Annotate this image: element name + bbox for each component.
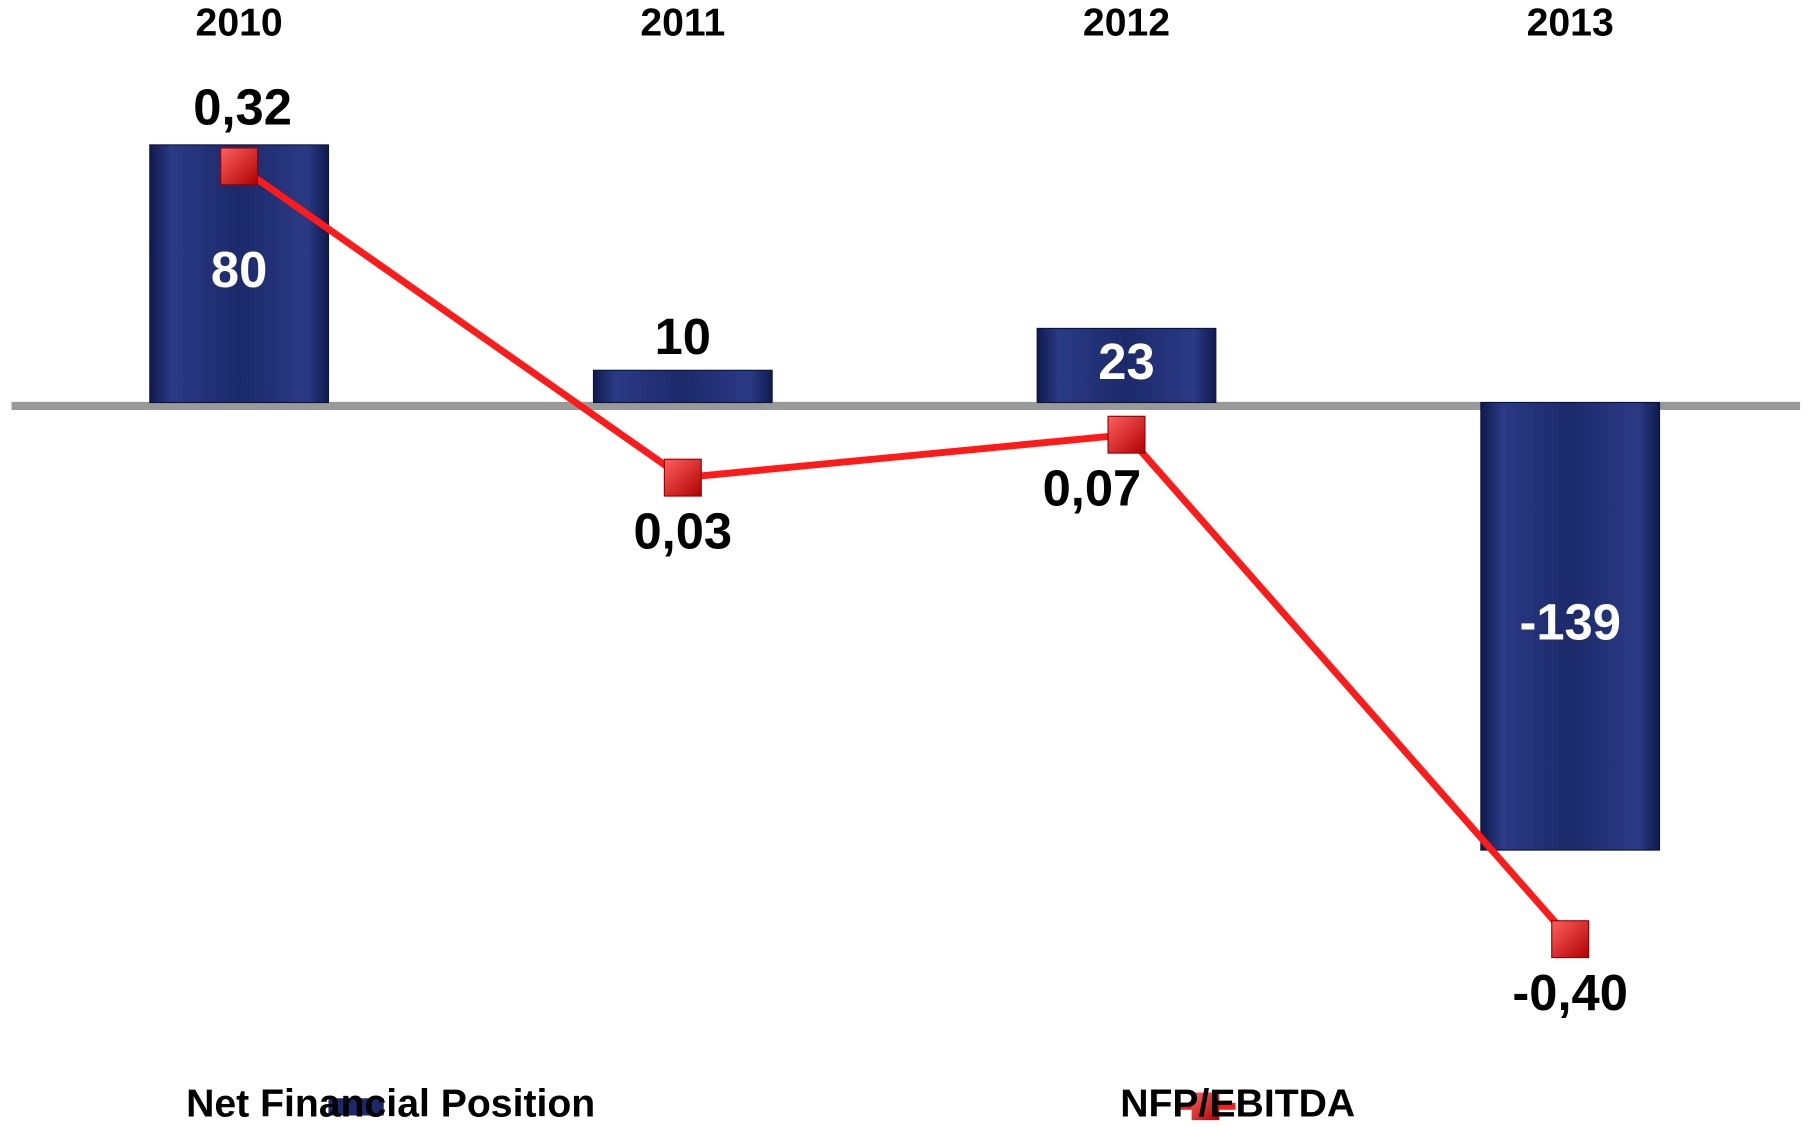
line-marker [1551,920,1590,959]
line [237,163,1573,942]
bar [149,144,330,404]
x-tick-label: 2010 [196,2,283,45]
bar-value-label: -139 [1519,594,1620,651]
legend-label: Net Financial Position [186,1083,595,1126]
line-marker [220,147,259,186]
bar [1480,401,1661,851]
line-value-label: 0,32 [193,79,292,136]
bar-value-label: 80 [211,241,267,298]
bar-value-label: 23 [1098,333,1154,390]
line-value-label: 0,07 [1043,460,1142,517]
line-value-label: 0,03 [633,503,732,560]
x-tick-label: 2013 [1527,2,1614,45]
legend-swatch [328,1098,384,1116]
x-tick-label: 2011 [640,2,725,45]
line-marker [663,458,702,497]
legend-label: NFP/EBITDA [1120,1083,1355,1126]
bar [592,369,773,404]
x-tick-label: 2012 [1083,2,1170,45]
line-value-label: -0,40 [1512,964,1628,1021]
bar-value-label: 10 [655,308,711,365]
bar [1036,327,1217,404]
legend-swatch [1191,1092,1220,1121]
line-marker [1107,415,1146,454]
